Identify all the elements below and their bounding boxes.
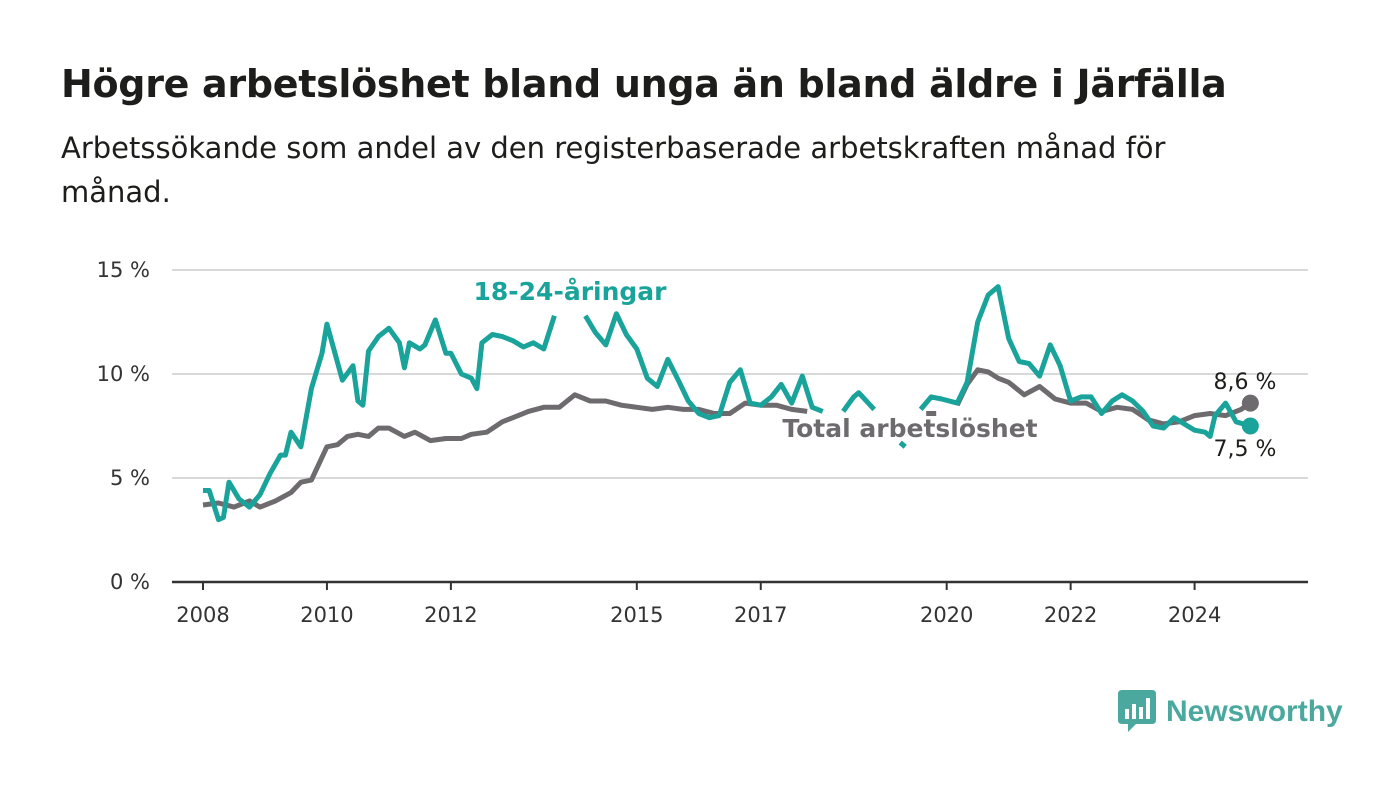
- y-tick-label: 10 %: [97, 362, 150, 386]
- x-tick-label: 2015: [610, 603, 663, 627]
- chart-subtitle: Arbetssökande som andel av den registerb…: [61, 131, 1166, 209]
- end-point-total: [1241, 394, 1259, 412]
- series-labels: 8,6 % 7,5 % Total arbetslöshet 18-24-åringa…: [474, 277, 1277, 462]
- series-label-youth: 18-24-åringar: [474, 277, 668, 306]
- end-label-total: 8,6 %: [1213, 370, 1276, 395]
- x-tick-label: 2020: [920, 603, 973, 627]
- newsworthy-logo: Newsworthy: [1118, 690, 1343, 734]
- x-tick-label: 2022: [1044, 603, 1097, 627]
- series-label-total: Total arbetslöshet: [782, 414, 1037, 443]
- bar-chart-bubble-icon: [1118, 690, 1156, 732]
- x-tick-label: 2012: [424, 603, 477, 627]
- y-tick-label: 0 %: [110, 570, 150, 594]
- end-point-youth: [1241, 417, 1259, 435]
- series-line-youth: [203, 284, 1252, 523]
- x-tick-label: 2024: [1168, 603, 1221, 627]
- brand-name: Newsworthy: [1166, 695, 1343, 728]
- axes: 0 % 5 % 10 % 15 % 2008 2010 2012 2015 2017 2020 20…: [97, 258, 1308, 627]
- y-tick-label: 5 %: [110, 466, 150, 490]
- y-tick-label: 15 %: [97, 258, 150, 282]
- end-label-youth: 7,5 %: [1213, 437, 1276, 462]
- x-tick-label: 2008: [176, 603, 229, 627]
- x-tick-label: 2010: [300, 603, 353, 627]
- series-lines: [202, 284, 1259, 523]
- x-tick-label: 2017: [734, 603, 787, 627]
- chart-title: Högre arbetslöshet bland unga än bland ä…: [61, 62, 1227, 106]
